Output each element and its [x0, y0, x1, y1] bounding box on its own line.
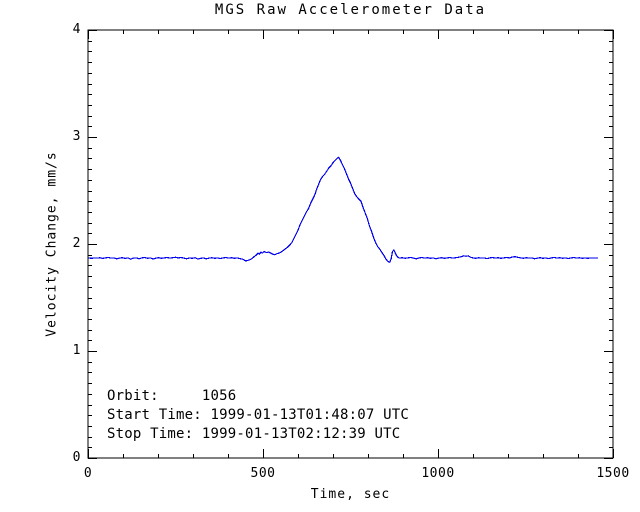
- data-line-velocity-change: [88, 156, 598, 263]
- y-tick-label: 4: [72, 22, 81, 37]
- x-axis-label: Time, sec: [310, 487, 391, 502]
- y-tick-label: 0: [72, 450, 81, 465]
- x-tick-label: 500: [250, 466, 276, 481]
- y-tick-label: 1: [72, 343, 81, 358]
- annotation-stop-time: Stop Time: 1999-01-13T02:12:39 UTC: [107, 426, 401, 442]
- annotation-start-time: Start Time: 1999-01-13T01:48:07 UTC: [107, 407, 410, 423]
- tick-marks: [88, 30, 614, 459]
- y-tick-label: 3: [72, 129, 81, 144]
- chart-title: MGS Raw Accelerometer Data: [214, 2, 487, 18]
- annotation-orbit: Orbit: 1056: [107, 388, 237, 404]
- x-tick-label: 1500: [596, 466, 630, 481]
- x-tick-label: 1000: [421, 466, 455, 481]
- y-tick-label: 2: [72, 236, 81, 251]
- x-tick-label: 0: [83, 466, 93, 481]
